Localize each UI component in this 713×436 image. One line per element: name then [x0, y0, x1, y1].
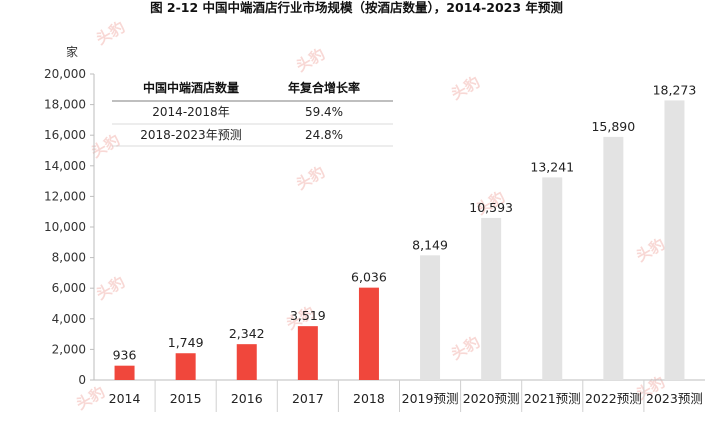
bar-2016 — [236, 344, 257, 380]
watermark-6: 头豹 — [633, 235, 668, 266]
x-tick-label-2014: 2014 — [109, 391, 141, 406]
chart-title: 图 2-12 中国中端酒店行业市场规模（按酒店数量），2014-2023 年预测 — [150, 0, 563, 15]
bar-2014 — [114, 365, 135, 380]
bar-2015 — [175, 353, 196, 380]
watermark-10: 头豹 — [73, 383, 108, 414]
x-tick-label-2023预测: 2023预测 — [646, 391, 703, 406]
x-tick-label-2018: 2018 — [353, 391, 385, 406]
watermark-4: 头豹 — [293, 163, 328, 194]
x-tick-label-2020预测: 2020预测 — [463, 391, 520, 406]
y-tick-label: 14,000 — [44, 159, 86, 173]
table-period: 2014-2018年 — [152, 105, 229, 119]
table-header-cagr: 年复合增长率 — [288, 80, 360, 95]
data-label-2021预测: 13,241 — [530, 159, 574, 174]
watermark-9: 头豹 — [448, 333, 483, 364]
x-tick-label-2022预测: 2022预测 — [585, 391, 642, 406]
table-period: 2018-2023年预测 — [140, 128, 241, 142]
y-tick-label: 4,000 — [52, 312, 86, 326]
watermark-0: 头豹 — [93, 18, 128, 49]
y-tick-label: 16,000 — [44, 128, 86, 142]
y-axis-unit: 家 — [66, 44, 78, 59]
data-label-2018: 6,036 — [351, 270, 387, 285]
y-tick-label: 20,000 — [44, 67, 86, 81]
y-tick-label: 2,000 — [52, 342, 86, 356]
x-tick-label-2016: 2016 — [231, 391, 263, 406]
watermark-2: 头豹 — [448, 73, 483, 104]
data-label-2015: 1,749 — [168, 335, 204, 350]
table-header-count: 中国中端酒店数量 — [143, 80, 239, 95]
data-label-2017: 3,519 — [290, 308, 326, 323]
data-label-2022预测: 15,890 — [591, 119, 635, 134]
data-label-2020预测: 10,593 — [469, 200, 513, 215]
y-tick-label: 12,000 — [44, 189, 86, 203]
bar-2021预测 — [542, 177, 563, 380]
y-tick-label: 6,000 — [52, 281, 86, 295]
bar-2019预测 — [420, 255, 441, 380]
x-tick-label-2021预测: 2021预测 — [524, 391, 581, 406]
growth-table: 中国中端酒店数量 年复合增长率 2014-2018年 59.4% 2018-2023年预… — [112, 80, 393, 147]
bar-2020预测 — [481, 217, 502, 380]
y-tick-label: 8,000 — [52, 251, 86, 265]
bars-group: 936 2014 1,749 2015 2,342 2016 3,519 2017 6,036 2… — [109, 82, 703, 412]
data-label-2019预测: 8,149 — [412, 237, 448, 252]
bar-2018 — [358, 287, 379, 380]
table-cagr: 24.8% — [305, 128, 343, 142]
x-tick-label-2019预测: 2019预测 — [402, 391, 459, 406]
y-tick-label: 0 — [78, 373, 86, 387]
x-tick-label-2015: 2015 — [170, 391, 202, 406]
table-cagr: 59.4% — [305, 105, 343, 119]
y-tick-label: 18,000 — [44, 98, 86, 112]
data-label-2016: 2,342 — [229, 326, 265, 341]
bar-2017 — [297, 326, 318, 380]
y-tick-label: 10,000 — [44, 220, 86, 234]
watermark-1: 头豹 — [293, 45, 328, 76]
data-label-2023预测: 18,273 — [653, 82, 697, 97]
data-label-2014: 936 — [113, 348, 137, 363]
y-axis: 0 2,000 4,000 6,000 8,000 10,000 12,000 14,000 1… — [44, 44, 705, 387]
bar-2023预测 — [664, 100, 685, 381]
x-tick-label-2017: 2017 — [292, 391, 324, 406]
watermark-7: 头豹 — [93, 273, 128, 304]
bar-2022预测 — [603, 136, 624, 380]
